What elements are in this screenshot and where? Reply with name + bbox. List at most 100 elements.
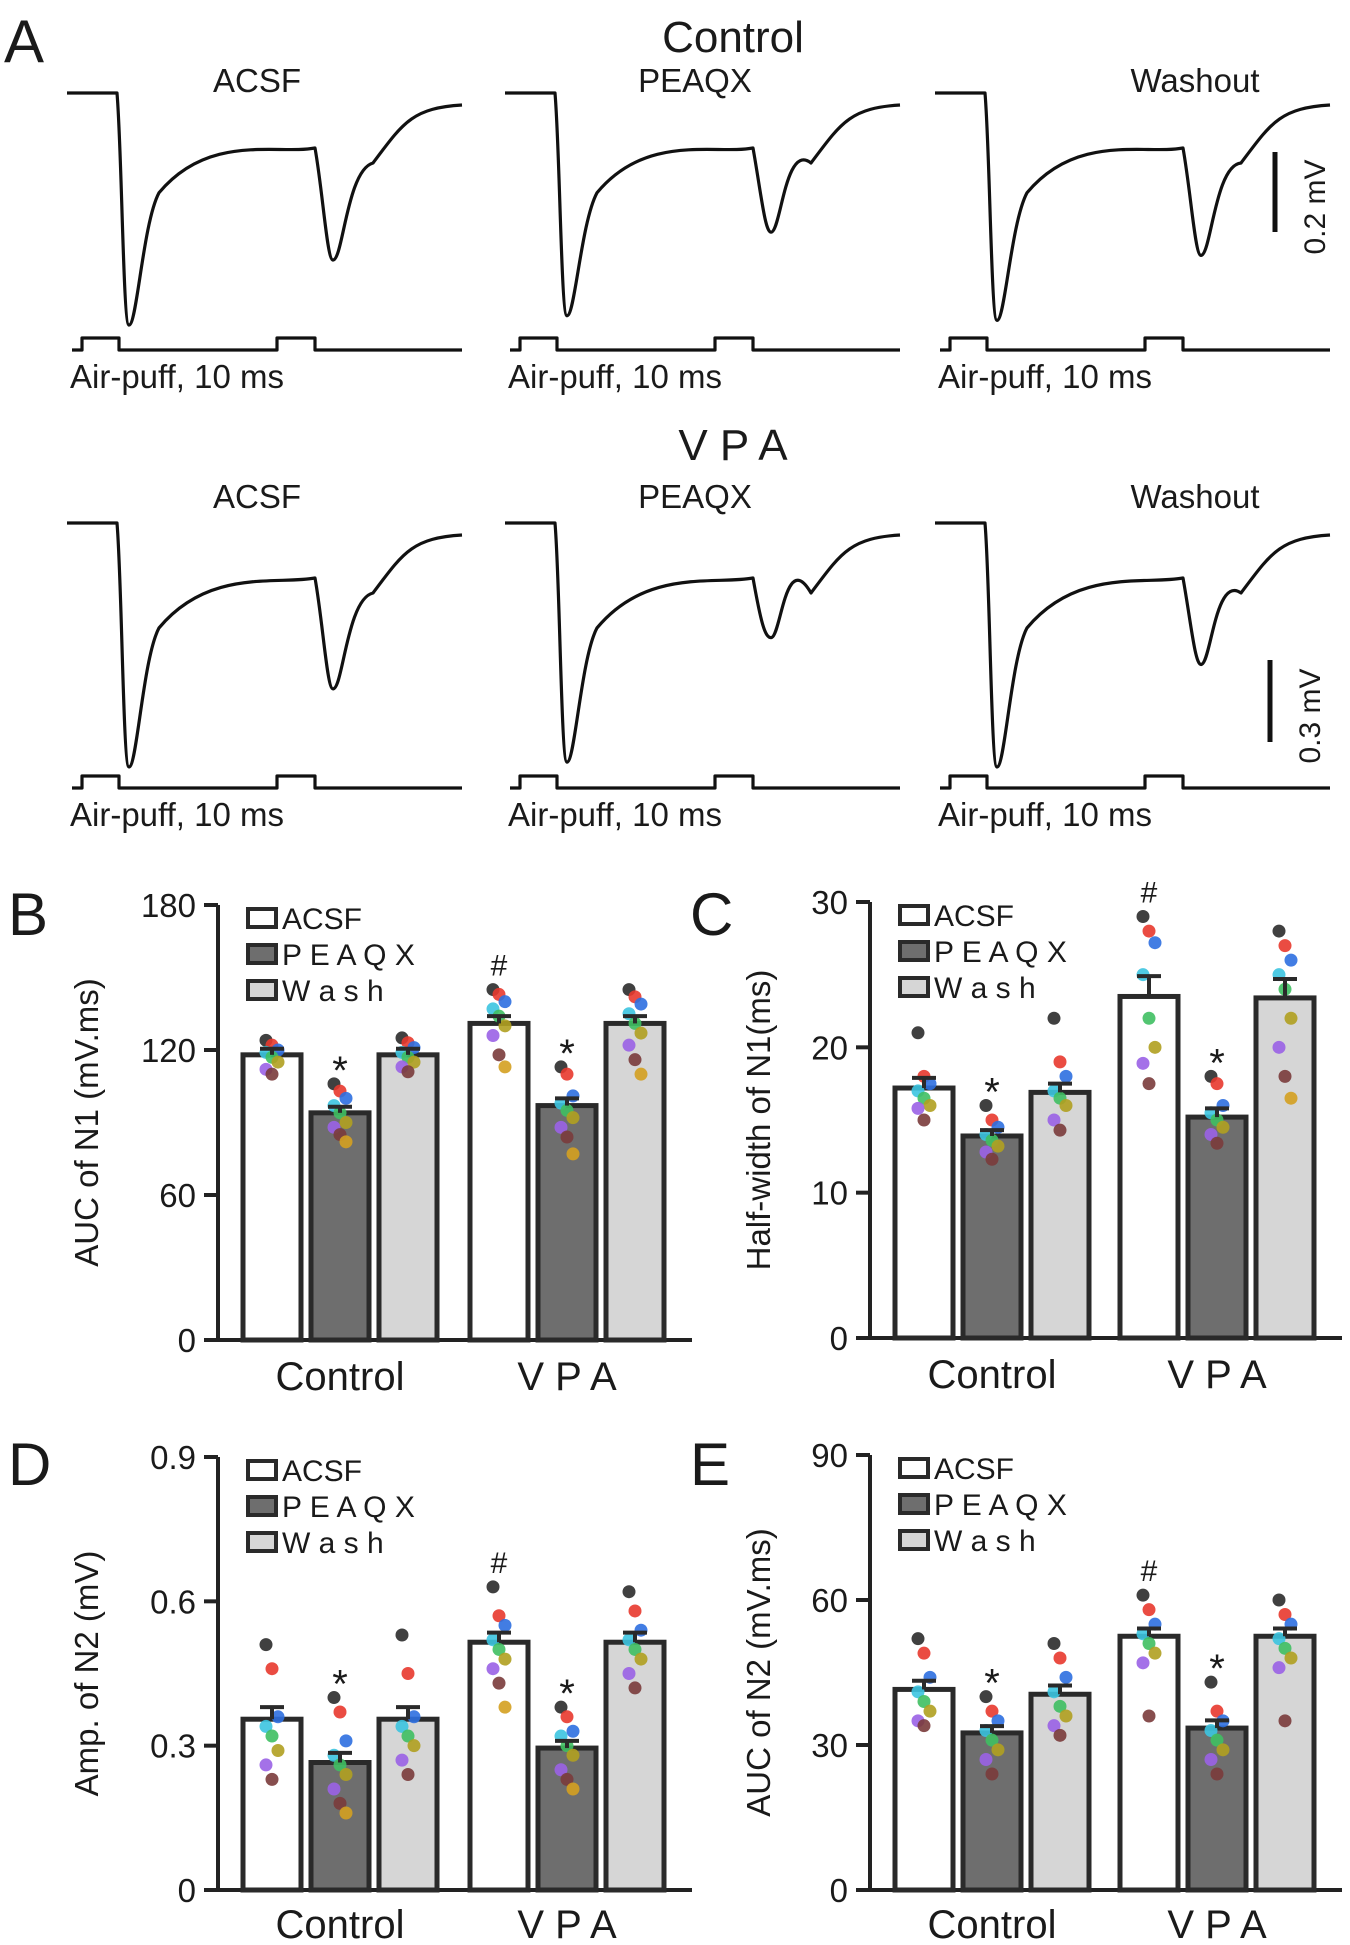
legend-swatch-wash (246, 979, 278, 1001)
data-point (560, 1130, 574, 1144)
significance-star: * (332, 1049, 348, 1093)
y-tick-label: 0 (830, 1320, 848, 1357)
data-point (1272, 1661, 1286, 1675)
panel-letter: C (690, 881, 733, 948)
data-point (560, 1067, 574, 1081)
data-point (1136, 1627, 1150, 1641)
data-point (917, 1113, 931, 1127)
bar-acsf (240, 1716, 304, 1893)
y-tick-label: 0 (178, 1322, 196, 1359)
bar-acsf (467, 1020, 531, 1343)
data-point (634, 1652, 648, 1666)
y-tick-label: 0 (178, 1872, 196, 1909)
data-point (1059, 1670, 1073, 1684)
bar-peaqx (960, 1133, 1024, 1341)
significance-star: * (1209, 1647, 1225, 1691)
bar-wash (603, 1639, 667, 1893)
data-point (923, 1098, 937, 1112)
data-point (628, 1642, 642, 1656)
data-point (1059, 1069, 1073, 1083)
data-point (1142, 1709, 1156, 1723)
data-point (1142, 1603, 1156, 1617)
data-point (628, 1604, 642, 1618)
legend-swatch-peaqx (898, 940, 930, 962)
bar-acsf (240, 1052, 304, 1343)
data-point (1204, 1753, 1218, 1766)
data-point (917, 1719, 931, 1733)
significance-hash: # (491, 1547, 508, 1580)
data-point (492, 1676, 506, 1690)
y-tick-label: 180 (141, 887, 196, 924)
data-point (259, 1638, 273, 1652)
bar-peaqx (308, 1110, 372, 1343)
data-point (1216, 1120, 1230, 1134)
data-point (1204, 1675, 1218, 1689)
data-point (911, 1101, 925, 1115)
bar-peaqx (960, 1730, 1024, 1893)
data-point (1204, 1724, 1218, 1737)
data-point (1136, 910, 1150, 924)
significance-hash: # (1141, 877, 1158, 910)
data-point (1278, 1641, 1292, 1655)
legend-swatch-wash (246, 1531, 278, 1553)
data-point (1053, 1728, 1067, 1742)
stimulus-label: Air-puff, 10 ms (938, 796, 1152, 833)
data-point (634, 1067, 648, 1081)
trace-label: Washout (1130, 62, 1259, 99)
data-point (1210, 1704, 1224, 1718)
significance-star: * (984, 1662, 1000, 1706)
data-point (327, 1782, 341, 1796)
stimulus-trace (510, 774, 900, 790)
y-tick-label: 60 (811, 1582, 848, 1619)
data-point (486, 1662, 500, 1676)
data-point (259, 1719, 273, 1733)
legend-label-wash: W a s h (282, 1527, 384, 1560)
panel-letter: B (8, 881, 48, 948)
row-title: V P A (678, 421, 788, 470)
scale-bar-label: 0.3 mV (1294, 668, 1327, 763)
data-point (339, 1734, 353, 1748)
legend-label-peaqx: P E A Q X (282, 939, 415, 972)
data-point (985, 1152, 999, 1166)
significance-hash: # (491, 950, 508, 983)
data-point (265, 1662, 279, 1676)
data-point (1142, 924, 1156, 938)
bar-wash (1253, 995, 1317, 1341)
data-point (498, 1060, 512, 1074)
data-point (407, 1710, 421, 1724)
data-point (339, 1806, 353, 1820)
data-point (1210, 1077, 1224, 1091)
data-point (395, 1719, 409, 1733)
data-point (1284, 1091, 1298, 1105)
legend-swatch-wash (898, 976, 930, 998)
panel-letter-a: A (4, 8, 44, 75)
significance-hash: # (1141, 1555, 1158, 1588)
bar-charts: B 0 60 120 180 AUC of N1 (mV.ms) Control V P A #… (8, 877, 1342, 1945)
legend-label-acsf: ACSF (934, 900, 1014, 933)
data-point (1216, 1743, 1230, 1757)
data-point (985, 1767, 999, 1781)
data-point (566, 1724, 580, 1738)
voltage-trace (67, 521, 463, 769)
data-point (1047, 1637, 1061, 1650)
data-point (265, 1729, 279, 1743)
legend-swatch-peaqx (246, 1495, 278, 1517)
bar-acsf (1117, 1633, 1181, 1893)
data-point (1278, 939, 1292, 953)
data-point (395, 1753, 409, 1767)
data-point (1047, 1113, 1061, 1127)
data-point (985, 1733, 999, 1747)
bar-peaqx (308, 1760, 372, 1893)
data-point (1059, 1098, 1073, 1112)
y-axis-label: AUC of N2 (mV.ms) (740, 1528, 777, 1817)
data-point (1053, 1123, 1067, 1137)
bar-peaqx (1185, 1725, 1249, 1893)
stimulus-trace (72, 774, 462, 790)
voltage-trace (505, 91, 901, 318)
data-point (333, 1705, 347, 1719)
legend-label-peaqx: P E A Q X (934, 1489, 1067, 1522)
data-point (401, 1065, 415, 1079)
category-label: V P A (517, 1355, 617, 1399)
legend-label-wash: W a s h (282, 975, 384, 1008)
